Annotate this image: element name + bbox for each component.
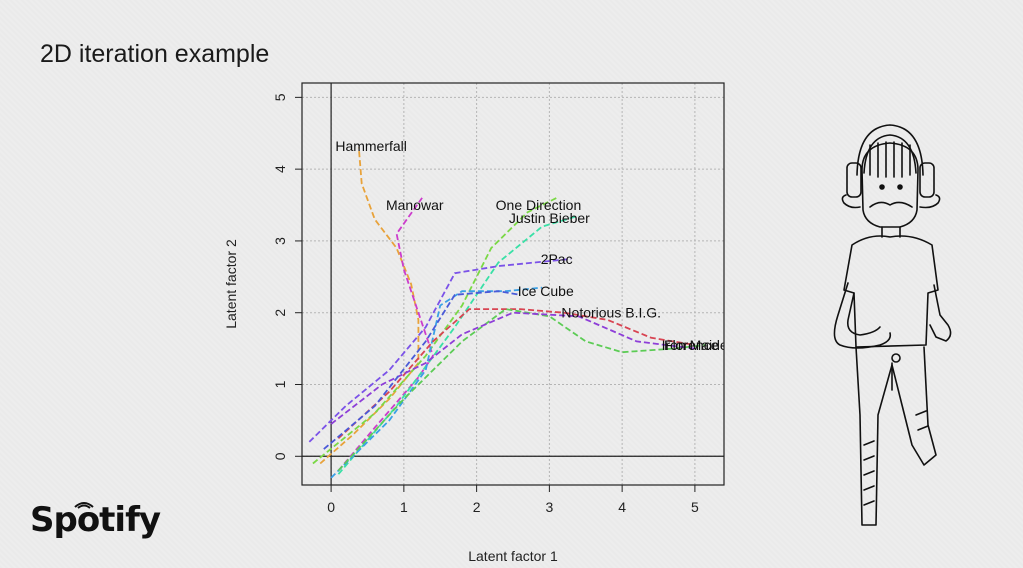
y-tick-label: 3	[272, 237, 288, 245]
series-label-manowar: Manowar	[386, 197, 444, 213]
y-tick-label: 4	[272, 165, 288, 173]
series-label-one-direction: One Direction	[496, 197, 582, 213]
series-label-ice-cube: Ice Cube	[518, 283, 574, 299]
y-tick-label: 1	[272, 380, 288, 388]
x-tick-label: 0	[327, 499, 335, 515]
series-label-notorious-b-i-g-: Notorious B.I.G.	[561, 305, 661, 321]
x-tick-label: 2	[473, 499, 481, 515]
series-label-florence: Florence	[664, 337, 719, 353]
x-tick-label: 5	[691, 499, 699, 515]
series-line-2pac	[308, 258, 572, 443]
character-illustration-icon	[833, 124, 952, 526]
spotify-logo: Spotify	[30, 500, 161, 540]
series-line-notorious-b-i-g-	[337, 308, 696, 439]
y-axis-title: Latent factor 2	[223, 239, 239, 329]
x-tick-label: 4	[618, 499, 626, 515]
series-label-hammerfall: Hammerfall	[335, 138, 407, 154]
slide-title: 2D iteration example	[40, 40, 270, 68]
series-label-2pac: 2Pac	[541, 251, 573, 267]
spotify-waves-icon	[74, 502, 94, 509]
series-line-led-zeppelin	[323, 290, 521, 450]
plot-frame	[301, 82, 725, 486]
series-line-hammerfall	[319, 147, 420, 465]
x-axis-title: Latent factor 1	[468, 548, 558, 564]
series-line-florence	[337, 308, 706, 472]
series-line-one-direction	[312, 197, 558, 465]
x-tick-label: 3	[545, 499, 553, 515]
series-line-ice-cube	[330, 286, 543, 479]
y-tick-label: 0	[272, 452, 288, 460]
series-line-iron-maiden	[330, 311, 696, 425]
series-label-justin-bieber: Justin Bieber	[509, 210, 590, 226]
series-label-iron-maiden: Iron Maiden	[662, 337, 736, 353]
y-tick-label: 5	[272, 93, 288, 101]
series-line-manowar	[337, 197, 434, 472]
x-tick-label: 1	[400, 499, 408, 515]
y-tick-label: 2	[272, 309, 288, 317]
